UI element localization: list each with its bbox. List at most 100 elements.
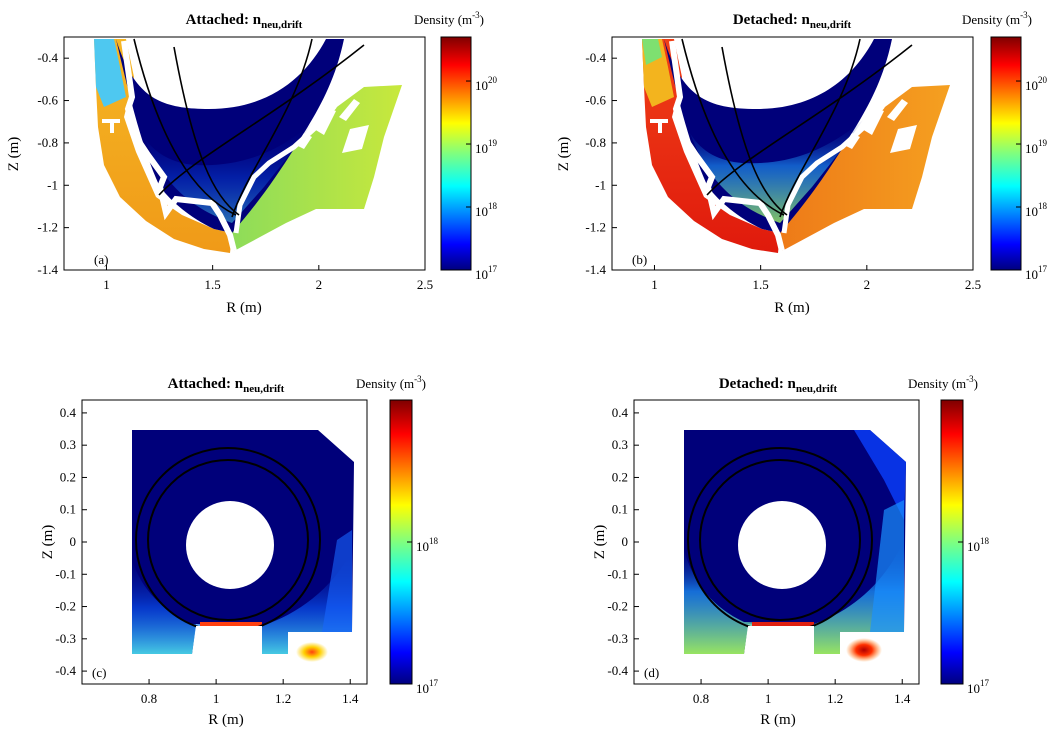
- panel-label-b: (b): [632, 252, 647, 267]
- hotspot-c: [296, 642, 328, 662]
- x-tick-label-c-2: 1.2: [275, 691, 291, 706]
- x-tick-label-a-2: 2: [316, 277, 323, 292]
- separatrix-inner-d: [699, 459, 861, 621]
- y-tick-label-d-2: 0.2: [612, 469, 628, 484]
- y-tick-label-a-0: -0.4: [37, 50, 58, 65]
- y-tick-label-c-8: -0.4: [55, 663, 76, 678]
- field-lower-c: [132, 550, 352, 654]
- chart-title-b: Detached: nneu,drift: [733, 12, 852, 31]
- y-tick-label-a-2: -0.8: [37, 135, 58, 150]
- x-tick-label-a-1: 1.5: [205, 277, 221, 292]
- colorbar-ticks-c: 1017 1018: [407, 536, 439, 696]
- ports-right-a: [296, 99, 369, 153]
- plot-area-d: [634, 400, 919, 684]
- y-tick-label-c-6: -0.2: [55, 599, 76, 614]
- x-tick-label-a-0: 1: [103, 277, 110, 292]
- hotspot-d: [846, 638, 882, 662]
- field-upper-right-d: [854, 430, 906, 520]
- y-tick-label-d-8: -0.4: [607, 663, 628, 678]
- x-tick-label-d-0: 0.8: [693, 691, 709, 706]
- colorbar-label-d: Density (m-3): [908, 374, 978, 391]
- ticks-c: 0.8 1 1.2 1.4 0.4 0.3 0.2 0.1 0 -0.1 -0.2 -0.3 -0.4: [55, 405, 358, 706]
- plot-area-c: [82, 400, 367, 684]
- x-tick-label-d-1: 1: [765, 691, 772, 706]
- y-tick-label-a-1: -0.6: [37, 93, 58, 108]
- y-tick-label-a-4: -1.2: [37, 220, 58, 235]
- gap-d: [748, 626, 814, 656]
- plot-area-a: [64, 37, 425, 270]
- wall-left-b: [669, 40, 785, 252]
- y-tick-label-d-5: -0.1: [607, 566, 628, 581]
- colorbar-tick-label-b-0: 1017: [1025, 264, 1048, 282]
- ports-left-a: [102, 119, 120, 133]
- y-tick-label-b-0: -0.4: [585, 50, 606, 65]
- x-axis-label-b: R (m): [774, 300, 809, 316]
- wall-left-a: [121, 40, 237, 252]
- limiter-c: [200, 622, 262, 626]
- y-tick-label-d-6: -0.2: [607, 599, 628, 614]
- y-tick-label-a-5: -1.4: [37, 262, 58, 277]
- panel-label-c: (c): [92, 665, 106, 680]
- panel-d: 0.8 1 1.2 1.40.40.30.20.10-0.1-0.2-0.3-0.4 …: [592, 374, 990, 728]
- x-axis-label-d: R (m): [760, 712, 795, 728]
- chart-title-c: Attached: nneu,drift: [168, 376, 285, 395]
- y-tick-label-c-1: 0.3: [60, 437, 76, 452]
- x-axis-label-a: R (m): [226, 300, 261, 316]
- y-tick-label-b-3: -1: [595, 177, 606, 192]
- panel-a: 1 1.5 2 2.5 -0.4 -0.6 -0.8 -1 -1.2 -1.4 (a) Attac…: [6, 10, 498, 316]
- y-tick-label-b-5: -1.4: [585, 262, 606, 277]
- limiter-d: [752, 622, 814, 626]
- y-tick-label-c-2: 0.2: [60, 469, 76, 484]
- center-stack-c: [186, 501, 274, 589]
- y-tick-label-c-7: -0.3: [55, 631, 76, 646]
- x-tick-label-a-3: 2.5: [417, 277, 433, 292]
- x-tick-label-b-0: 1: [651, 277, 658, 292]
- x-axis-label-c: R (m): [208, 712, 243, 728]
- field-right-d: [870, 500, 904, 632]
- y-tick-label-a-3: -1: [47, 177, 58, 192]
- panel-label-d: (d): [644, 665, 659, 680]
- separatrix-a: [133, 38, 365, 218]
- y-axis-label-a: Z (m): [6, 137, 22, 172]
- colorbar-tick-label-a-3: 1020: [475, 75, 498, 93]
- colorbar-tick-label-a-1: 1018: [475, 201, 498, 219]
- colorbar-tick-label-c-0: 1017: [416, 678, 439, 696]
- x-tick-label-d-2: 1.2: [827, 691, 843, 706]
- colorbar-label-c: Density (m-3): [356, 374, 426, 391]
- colorbar-tick-label-d-0: 1017: [967, 678, 990, 696]
- field-topleft-b: [642, 39, 662, 65]
- x-tick-label-c-0: 0.8: [141, 691, 157, 706]
- colorbar-d: Density (m-3) 1017 1018: [908, 374, 990, 696]
- colorbar-gradient-b: [990, 36, 1022, 271]
- colorbar-a: Density (m-3) 1017 1018 1019 1020: [414, 10, 498, 282]
- x-tick-label-b-3: 2.5: [965, 277, 981, 292]
- colorbar-ticks-b: 1017 1018 1019 1020: [1016, 75, 1048, 282]
- x-tick-label-c-1: 1: [213, 691, 220, 706]
- y-tick-label-c-3: 0.1: [60, 502, 76, 517]
- colorbar-tick-label-d-1: 1018: [967, 536, 990, 554]
- field-right-c: [322, 530, 352, 632]
- y-tick-label-c-0: 0.4: [60, 405, 77, 420]
- y-tick-label-d-1: 0.3: [612, 437, 628, 452]
- x-tick-label-b-2: 2: [864, 277, 871, 292]
- field-core-halo-b: [690, 119, 864, 223]
- ticks-b: 1 1.5 2 2.5 -0.4 -0.6 -0.8 -1 -1.2 -1.4: [585, 50, 981, 292]
- x-tick-label-b-1: 1.5: [753, 277, 769, 292]
- center-stack-d: [738, 501, 826, 589]
- colorbar-gradient-a: [440, 36, 472, 271]
- y-axis-label-d: Z (m): [592, 525, 608, 560]
- axes-frame-a: [63, 36, 426, 271]
- y-tick-label-d-0: 0.4: [612, 405, 629, 420]
- field-lower-d: [684, 540, 904, 654]
- ports-right-b: [844, 99, 917, 153]
- y-tick-label-d-7: -0.3: [607, 631, 628, 646]
- colorbar-label-b: Density (m-3): [962, 10, 1032, 27]
- colorbar-tick-label-c-1: 1018: [416, 536, 439, 554]
- colorbar-label-a: Density (m-3): [414, 10, 484, 27]
- colorbar-tick-label-b-2: 1019: [1025, 138, 1048, 156]
- separatrix-inner-c: [147, 459, 309, 621]
- colorbar-b: Density (m-3) 1017 1018 1019 1020: [962, 10, 1048, 282]
- separatrix-b: [681, 38, 913, 218]
- gap-c: [196, 626, 262, 656]
